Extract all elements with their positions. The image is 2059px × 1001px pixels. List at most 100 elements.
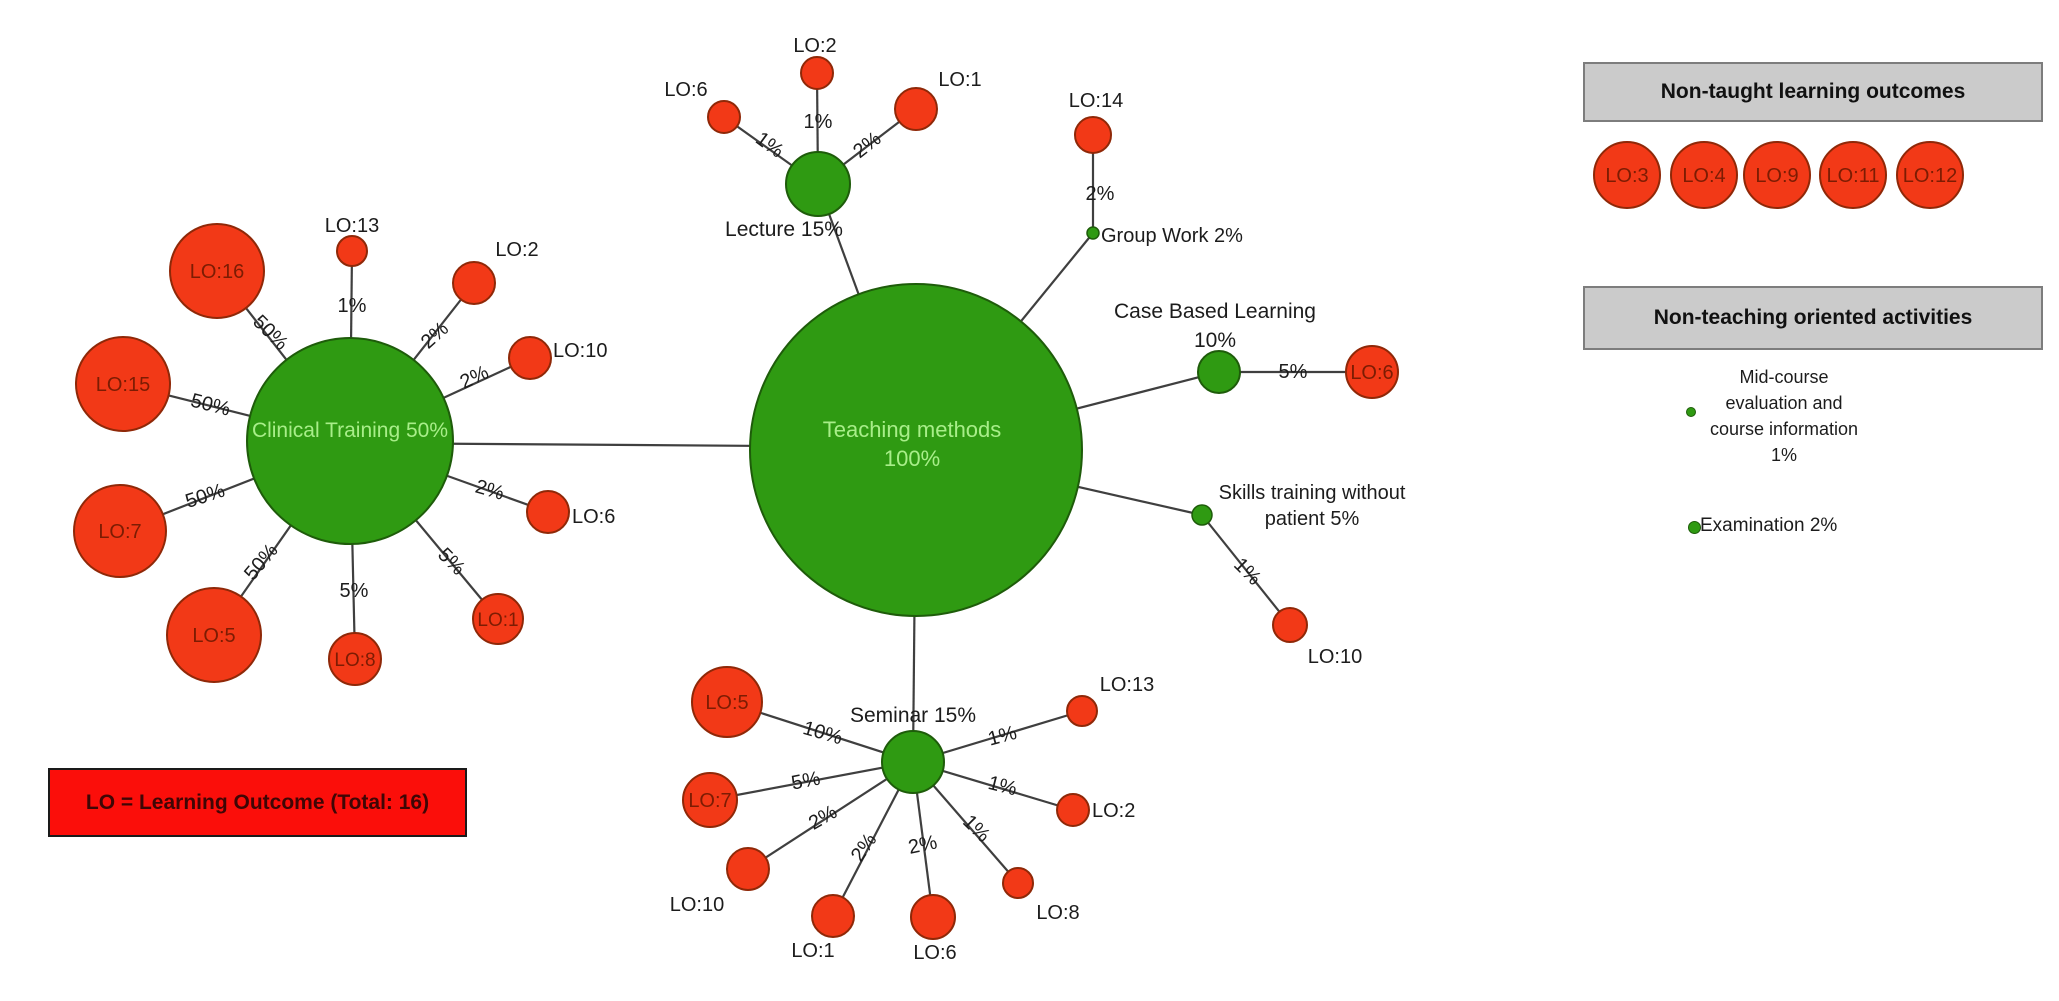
node-label-legend-lo4: LO:4 bbox=[1682, 165, 1725, 187]
node-legend-lo9 bbox=[1743, 141, 1811, 209]
node-label-sem-lo10: LO:10 bbox=[670, 894, 724, 916]
node-label-clin-lo8: LO:8 bbox=[334, 650, 375, 671]
node-teaching bbox=[749, 283, 1083, 617]
node-sem-lo6 bbox=[910, 894, 956, 940]
node-group-work bbox=[1086, 226, 1100, 240]
node-clin-lo15 bbox=[75, 336, 171, 432]
node-label-legend-lo12: LO:12 bbox=[1903, 165, 1957, 187]
edge-line bbox=[747, 761, 914, 870]
node-label-gw-lo14: LO:14 bbox=[1069, 90, 1123, 112]
midcourse-dot-icon bbox=[1686, 407, 1696, 417]
panel-non-teaching-header: Non-teaching oriented activities bbox=[1583, 286, 2043, 350]
node-clin-lo7 bbox=[73, 484, 167, 578]
node-sem-lo1 bbox=[811, 894, 855, 938]
edge-weight-label: 5% bbox=[790, 768, 823, 795]
node-label-clin-lo5: LO:5 bbox=[192, 625, 235, 647]
node-clin-lo16 bbox=[169, 223, 265, 319]
node-skills-lo10 bbox=[1272, 607, 1308, 643]
node-clin-lo5 bbox=[166, 587, 262, 683]
node-clinical bbox=[246, 337, 454, 545]
node-label-clin-lo2: LO:2 bbox=[495, 239, 538, 261]
node-gw-lo14 bbox=[1074, 116, 1112, 154]
edge-weight-label: 2% bbox=[1086, 183, 1115, 205]
node-label-clin-lo13: LO:13 bbox=[325, 215, 379, 237]
node-label-case-based-learning: Case Based Learning 10% bbox=[1114, 300, 1316, 352]
node-label-sem-lo2: LO:2 bbox=[1092, 800, 1135, 822]
node-label-sem-lo7: LO:7 bbox=[688, 790, 731, 812]
edge-weight-label: 50% bbox=[248, 311, 292, 355]
examination-label: Examination 2% bbox=[1700, 515, 1838, 536]
node-label-clin-lo1: LO:1 bbox=[477, 610, 518, 631]
node-legend-lo12 bbox=[1896, 141, 1964, 209]
node-label-legend-lo9: LO:9 bbox=[1755, 165, 1798, 187]
node-label-legend-lo3: LO:3 bbox=[1605, 165, 1648, 187]
node-label-clin-lo10: LO:10 bbox=[553, 340, 607, 362]
node-clin-lo1 bbox=[472, 593, 524, 645]
node-cbl-lo6 bbox=[1345, 345, 1399, 399]
edge-weight-label: 1% bbox=[804, 111, 833, 133]
node-label-legend-lo11: LO:11 bbox=[1827, 165, 1880, 187]
node-sem-lo8 bbox=[1002, 867, 1034, 899]
node-label-clin-lo15: LO:15 bbox=[96, 374, 150, 396]
legend-note-box: LO = Learning Outcome (Total: 16) bbox=[48, 768, 467, 837]
node-label-sem-lo8: LO:8 bbox=[1036, 902, 1079, 924]
panel-non-taught-title: Non-taught learning outcomes bbox=[1660, 80, 1966, 103]
node-label-sem-lo5: LO:5 bbox=[705, 692, 748, 714]
edge-weight-label: 1% bbox=[986, 722, 1020, 751]
node-lect-lo1 bbox=[894, 87, 938, 131]
node-clin-lo6 bbox=[526, 490, 570, 534]
examination-dot-icon bbox=[1688, 521, 1701, 534]
node-label-cbl-lo6: LO:6 bbox=[1350, 362, 1393, 384]
legend-note-text: LO = Learning Outcome (Total: 16) bbox=[85, 790, 430, 814]
node-label-sem-lo13: LO:13 bbox=[1100, 674, 1154, 696]
midcourse-evaluation-label: Mid-course evaluation and course informa… bbox=[1709, 367, 1859, 465]
node-sem-lo7 bbox=[682, 772, 738, 828]
edge-weight-label: 2% bbox=[473, 476, 507, 505]
edge-weight-label: 1% bbox=[986, 772, 1020, 800]
node-label-clin-lo16: LO:16 bbox=[190, 261, 244, 283]
panel-non-teaching-title: Non-teaching oriented activities bbox=[1653, 306, 1973, 329]
node-label-skills-training: Skills training without patient 5% bbox=[1219, 482, 1406, 530]
edge-weight-label: 1% bbox=[1229, 554, 1265, 590]
node-lect-lo6 bbox=[707, 100, 741, 134]
edge-weight-label: 5% bbox=[1279, 361, 1308, 383]
node-lecture bbox=[785, 151, 851, 217]
node-label-clin-lo7: LO:7 bbox=[98, 521, 141, 543]
edge-line bbox=[1201, 514, 1291, 626]
node-label-group-work: Group Work 2% bbox=[1101, 225, 1243, 247]
edge-weight-label: 1% bbox=[958, 811, 994, 847]
node-label-lect-lo1: LO:1 bbox=[938, 69, 981, 91]
edge-weight-label: 1% bbox=[338, 295, 367, 317]
node-legend-lo11 bbox=[1819, 141, 1887, 209]
node-label-lecture: Lecture 15% bbox=[725, 218, 843, 241]
node-label-lect-lo2: LO:2 bbox=[793, 35, 836, 57]
node-seminar bbox=[881, 730, 945, 794]
node-lect-lo2 bbox=[800, 56, 834, 90]
node-label-clinical: Clinical Training 50% bbox=[252, 419, 448, 442]
node-label-skills-lo10: LO:10 bbox=[1308, 646, 1362, 668]
node-clin-lo8 bbox=[328, 632, 382, 686]
node-legend-lo4 bbox=[1670, 141, 1738, 209]
panel-non-taught-header: Non-taught learning outcomes bbox=[1583, 62, 2043, 122]
edge-weight-label: 5% bbox=[340, 580, 369, 602]
edge-line bbox=[709, 760, 914, 802]
node-label-seminar: Seminar 15% bbox=[850, 704, 976, 727]
edge-weight-label: 50% bbox=[183, 480, 228, 513]
edge-weight-label: 50% bbox=[188, 390, 232, 421]
edge-weight-label: 2% bbox=[849, 128, 885, 163]
node-clin-lo13 bbox=[336, 235, 368, 267]
node-label-sem-lo1: LO:1 bbox=[791, 940, 834, 962]
node-label-sem-lo6: LO:6 bbox=[913, 942, 956, 964]
edge-weight-label: 2% bbox=[906, 831, 939, 859]
node-sem-lo2 bbox=[1056, 793, 1090, 827]
node-clin-lo10 bbox=[508, 336, 552, 380]
node-skills-training bbox=[1191, 504, 1213, 526]
node-clin-lo2 bbox=[452, 261, 496, 305]
node-sem-lo13 bbox=[1066, 695, 1098, 727]
node-sem-lo10 bbox=[726, 847, 770, 891]
node-legend-lo3 bbox=[1593, 141, 1661, 209]
node-label-clin-lo6: LO:6 bbox=[572, 506, 615, 528]
node-label-lect-lo6: LO:6 bbox=[664, 79, 707, 101]
